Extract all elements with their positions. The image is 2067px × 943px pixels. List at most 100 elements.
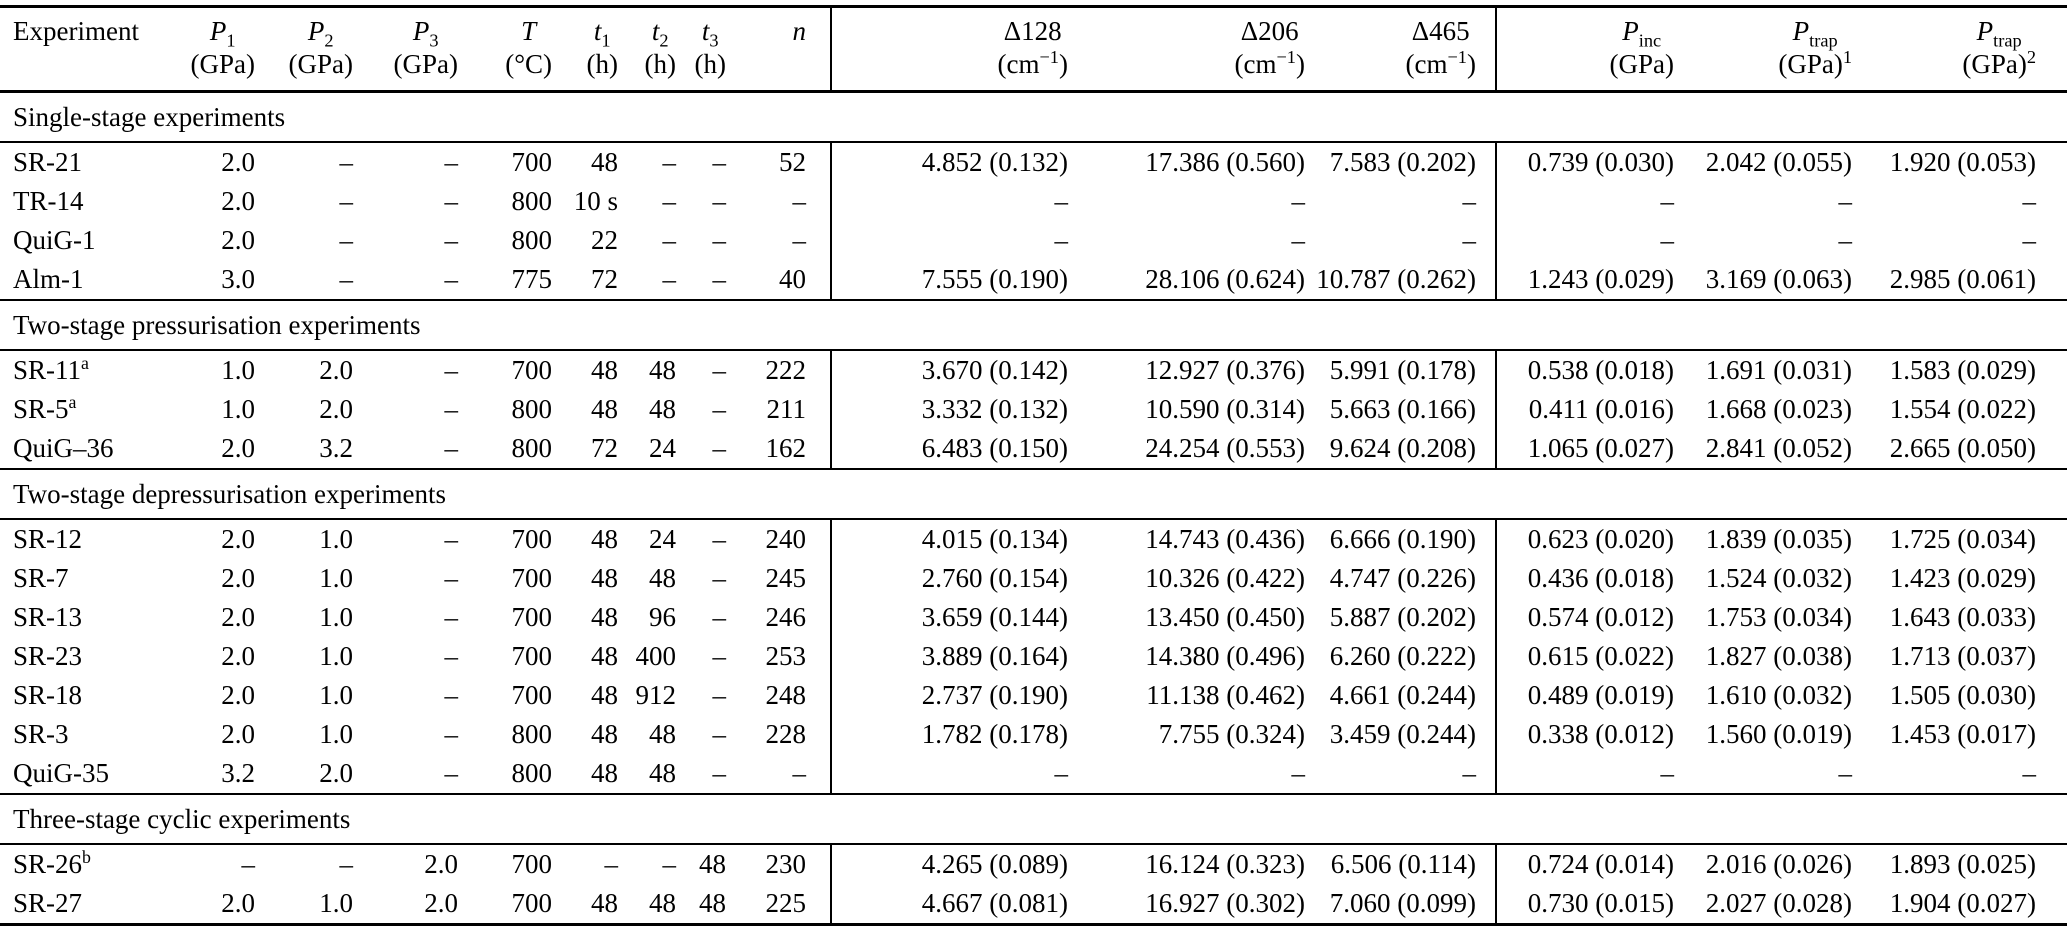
value-cell-p2: 1.0	[319, 641, 353, 671]
value-cell-n: 240	[728, 519, 832, 559]
header-label: t1 (h)	[587, 15, 618, 81]
value-cell-d128: –	[1054, 225, 1069, 255]
table-row: SR-5a 1.0 2.0–800 48 48–211 3.332 (0.132) 10.5…	[0, 390, 2067, 429]
value-cell-temp: 700	[511, 680, 553, 710]
header-label: T (°C)	[505, 15, 552, 81]
value-cell-d128: 3.889 (0.164)	[921, 641, 1068, 671]
experiment-name: SR-5	[13, 394, 69, 424]
value-cell-ptrap2: 2.665 (0.050)	[1889, 433, 2036, 463]
header-text-segment: (GPa)	[1778, 49, 1843, 79]
value-cell-d206: –	[1291, 225, 1306, 255]
section-title: Single-stage experiments	[0, 90, 2067, 143]
value-cell-p2: 1.0	[319, 719, 353, 749]
value-cell-pinc: –	[1660, 186, 1675, 216]
header-text-segment: P	[1976, 16, 1994, 46]
table-row: SR-12 2.0 1.0–700 48 24–240 4.015 (0.134) 14.7…	[0, 519, 2067, 559]
value-cell-d128: 1.782 (0.178)	[921, 719, 1068, 749]
value-cell-ptrap1: 1.560 (0.019)	[1705, 719, 1852, 749]
value-cell-p1: 3.2	[221, 758, 255, 788]
value-cell-p2: –	[339, 225, 354, 255]
value-cell-temp: 800	[511, 186, 553, 216]
experiment-name-cell: SR-3	[0, 715, 150, 754]
value-cell-ptrap1: 2.016 (0.026)	[1705, 849, 1852, 879]
value-cell-n: 246	[728, 598, 832, 637]
value-cell-t1: 48	[591, 719, 618, 749]
value-cell-ptrap2: 1.554 (0.022)	[1889, 394, 2036, 424]
header-text-segment: (cm	[997, 49, 1040, 79]
header-label: Δ206 (cm−1)	[1234, 15, 1305, 81]
value-cell-d206: 12.927 (0.376)	[1145, 355, 1305, 385]
value-cell-t1: 48	[591, 524, 618, 554]
value-cell-p2: 3.2	[319, 433, 353, 463]
value-cell-t1: 22	[591, 225, 618, 255]
value-cell-t2: 24	[649, 524, 676, 554]
value-cell-t1: 48	[591, 680, 618, 710]
value-cell-p1: 1.0	[221, 394, 255, 424]
value-cell-t3: –	[712, 524, 727, 554]
header-text-segment: P	[209, 16, 227, 46]
value-cell-t2: 48	[649, 394, 676, 424]
value-cell-t1: 48	[591, 394, 618, 424]
experiment-name-cell: Alm-1	[0, 260, 150, 300]
value-cell-p1: –	[241, 849, 256, 879]
header-label: P2 (GPa)	[289, 15, 353, 81]
experiment-name-cell: QuiG-35	[0, 754, 150, 794]
value-cell-d465: 5.887 (0.202)	[1315, 598, 1497, 637]
value-cell-p1: 2.0	[221, 147, 255, 177]
header-text-segment: Δ465	[1411, 16, 1470, 46]
value-cell-d465: 6.260 (0.222)	[1315, 637, 1497, 676]
value-cell-p3: –	[444, 602, 459, 632]
value-cell-p1: 2.0	[221, 680, 255, 710]
value-cell-temp: 800	[511, 225, 553, 255]
value-cell-t3: –	[712, 758, 727, 788]
value-cell-d128: 2.760 (0.154)	[921, 563, 1068, 593]
header-text-segment: (GPa)	[393, 49, 458, 79]
value-cell-t1: 48	[591, 888, 618, 918]
value-cell-ptrap1: 1.668 (0.023)	[1705, 394, 1852, 424]
experiment-name: SR-21	[13, 147, 83, 177]
value-cell-t2: 48	[649, 758, 676, 788]
value-cell-ptrap1: 1.839 (0.035)	[1705, 524, 1852, 554]
value-cell-d128: –	[1054, 186, 1069, 216]
value-cell-temp: 775	[511, 264, 553, 294]
value-cell-pinc: 0.338 (0.012)	[1527, 719, 1674, 749]
header-text-segment: 2	[2026, 47, 2036, 67]
value-cell-ptrap2: 1.904 (0.027)	[1889, 888, 2036, 918]
header-text-segment: P	[1792, 16, 1810, 46]
column-header-d128: Δ128 (cm−1)	[831, 6, 1078, 93]
value-cell-p1: 2.0	[221, 641, 255, 671]
value-cell-p2: 2.0	[319, 355, 353, 385]
value-cell-t3: 48	[699, 849, 726, 879]
header-text-segment: (GPa)	[1962, 49, 2027, 79]
section-title: Two-stage pressurisation experiments	[0, 299, 2067, 351]
header-text-segment: )	[1059, 49, 1068, 79]
value-cell-ptrap1: 1.827 (0.038)	[1705, 641, 1852, 671]
value-cell-t1: 48	[591, 355, 618, 385]
column-header-temp: T (°C)	[460, 6, 554, 93]
header-row: Experiment P1 (GPa) P2 (GPa) P3 (GPa) T (°C) t1 (h…	[0, 6, 2067, 93]
experiment-name-cell: SR-13	[0, 598, 150, 637]
column-header-t2: t2 (h)	[620, 6, 678, 93]
value-cell-ptrap2: 1.643 (0.033)	[1889, 602, 2036, 632]
value-cell-t3: 48	[699, 888, 726, 918]
value-cell-t1: –	[604, 849, 619, 879]
value-cell-t2: 48	[649, 563, 676, 593]
value-cell-pinc: 0.739 (0.030)	[1527, 147, 1674, 177]
value-cell-n: 228	[728, 715, 832, 754]
header-text-segment: 2	[324, 30, 334, 51]
experiment-name: SR-12	[13, 524, 83, 554]
value-cell-d465: 4.661 (0.244)	[1315, 676, 1497, 715]
value-cell-n: 40	[728, 260, 832, 300]
value-cell-pinc: 0.411 (0.016)	[1528, 394, 1674, 424]
table-header: Experiment P1 (GPa) P2 (GPa) P3 (GPa) T (°C) t1 (h…	[0, 6, 2067, 93]
value-cell-p2: 2.0	[319, 394, 353, 424]
column-header-p3: P3 (GPa)	[355, 6, 460, 93]
value-cell-d206: 14.380 (0.496)	[1145, 641, 1305, 671]
section-title-row: Two-stage pressurisation experiments	[0, 299, 2067, 351]
value-cell-d465: –	[1315, 221, 1497, 260]
header-text-segment: t	[701, 16, 710, 46]
header-text-segment: Δ206	[1240, 16, 1299, 46]
value-cell-ptrap1: 1.753 (0.034)	[1705, 602, 1852, 632]
value-cell-ptrap1: 2.841 (0.052)	[1705, 433, 1852, 463]
value-cell-d465: –	[1315, 754, 1497, 794]
